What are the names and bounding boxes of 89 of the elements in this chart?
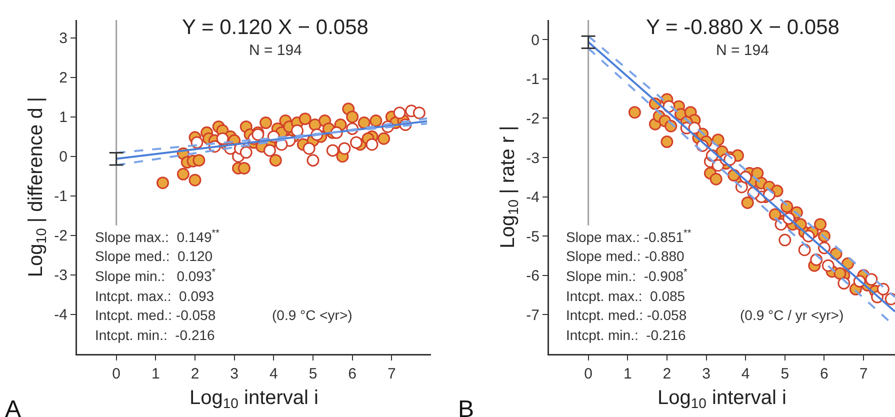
x-tick-label: 5 (780, 366, 790, 382)
annotation: Slope max.: -0.851$^{**}$ (566, 228, 692, 245)
point (156, 176, 169, 190)
y-tick-label: 0 (59, 148, 68, 166)
point (298, 112, 312, 126)
point (346, 110, 359, 124)
point (393, 106, 406, 120)
y-tick-label: -2 (54, 228, 68, 245)
text: B (458, 396, 474, 417)
point (822, 259, 834, 272)
y-tick-label: -1 (54, 188, 68, 206)
x-tick-label: 2 (662, 366, 672, 382)
annotation: Intcpt. max.: 0.093 (95, 288, 214, 304)
point (216, 132, 229, 145)
annotation: (0.9 °C <yr>) (272, 307, 352, 323)
point (710, 172, 722, 186)
y-tick-label: -4 (54, 306, 68, 324)
point (192, 154, 206, 167)
y-tick-label: -4 (526, 189, 540, 206)
x-axis-title: Log$_{10}$ interval i (658, 386, 786, 411)
point (628, 106, 641, 119)
point (188, 174, 202, 186)
y-tick-label: -3 (54, 267, 68, 284)
point (176, 168, 190, 180)
x-tick-label: 3 (702, 366, 710, 382)
y-tick-label: -3 (526, 150, 540, 167)
annotation: Slope max.: 0.149$^{**}$ (95, 228, 220, 245)
point (302, 142, 316, 155)
x-tick-label: 0 (112, 366, 120, 382)
x-tick-label: 4 (270, 366, 278, 382)
point (370, 114, 382, 128)
point (269, 154, 282, 167)
text: N = 194 (249, 42, 302, 59)
annotation: Slope min.: 0.093$^{*}$ (95, 267, 216, 284)
x-tick-label: 6 (820, 366, 828, 382)
x-tick-label: 6 (348, 366, 356, 382)
point (260, 116, 272, 130)
annotation: (0.9 °C / yr <yr>) (740, 307, 844, 323)
y-tick-label: -2 (526, 110, 540, 128)
annotation: Intcpt. max.: 0.085 (566, 288, 686, 304)
annotation: Intcpt. min.: -0.216 (95, 327, 216, 343)
y-tick-label: -6 (526, 268, 540, 285)
point (834, 267, 846, 280)
annotation: Intcpt. med.: -0.058 (566, 307, 687, 323)
x-tick-label: 3 (230, 366, 238, 382)
y-tick-label: -5 (526, 228, 540, 246)
point (660, 136, 674, 148)
annotation: Slope med.: 0.120 (95, 248, 213, 264)
x-tick-label: 5 (308, 366, 318, 382)
point (876, 282, 890, 296)
point (350, 136, 363, 149)
x-tick-label: 4 (741, 366, 750, 382)
point (366, 138, 378, 151)
annotation: Intcpt. med.: -0.058 (95, 307, 216, 323)
point (358, 116, 370, 130)
point (338, 142, 351, 155)
annotation: Intcpt. min.: -0.216 (566, 327, 686, 343)
point (778, 234, 792, 246)
annotation: Slope min.: -0.908$^{*}$ (566, 267, 688, 284)
point (814, 218, 827, 231)
point (263, 144, 276, 157)
point (238, 162, 250, 174)
x-tick-label: 1 (152, 366, 160, 382)
y-tick-label: 2 (59, 70, 68, 87)
y-tick-label: 1 (59, 109, 68, 126)
point (865, 273, 878, 286)
point (306, 154, 320, 167)
y-tick-label: -7 (526, 306, 540, 324)
point (741, 196, 754, 209)
x-axis-title: Log$_{10}$ interval i (190, 386, 318, 411)
point (326, 144, 339, 157)
text: A (5, 396, 22, 417)
chart-title: Y = -0.880 X − 0.058 (646, 16, 840, 40)
text: N = 194 (716, 42, 769, 59)
x-tick-label: 1 (623, 366, 632, 382)
x-tick-label: 7 (388, 366, 396, 382)
x-tick-label: 2 (190, 366, 200, 382)
point (240, 146, 252, 159)
point (412, 106, 426, 120)
x-tick-label: 0 (584, 366, 592, 382)
point (291, 124, 304, 137)
x-tick-label: 7 (859, 366, 868, 382)
chart-title: Y = 0.120 X − 0.058 (182, 16, 368, 40)
y-tick-label: 0 (531, 32, 540, 49)
y-tick-label: 3 (59, 30, 68, 48)
point (712, 134, 724, 146)
point (378, 132, 390, 145)
annotation: Slope med.: -0.880 (566, 248, 685, 264)
y-tick-label: -1 (526, 71, 540, 88)
